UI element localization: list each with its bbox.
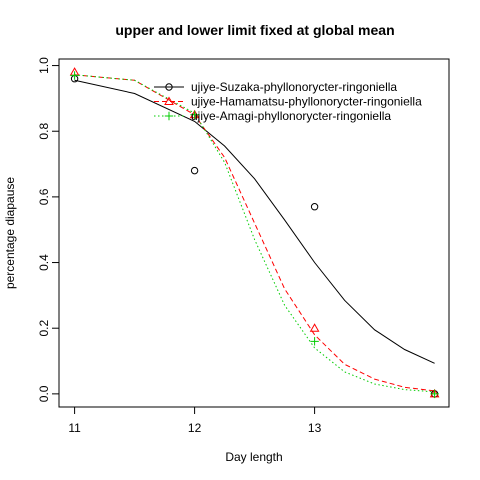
data-point bbox=[309, 323, 320, 332]
y-tick-label: 0.4 bbox=[37, 254, 51, 271]
fitted-curves bbox=[74, 74, 435, 393]
series-curve bbox=[74, 74, 435, 393]
data-point bbox=[190, 166, 199, 175]
legend-label: ujiye-Hamamatsu-phyllonorycter-ringoniel… bbox=[191, 95, 422, 109]
series-curve bbox=[74, 79, 435, 364]
y-tick-label: 0.6 bbox=[37, 188, 51, 205]
legend-label: ujiye-Amagi-phyllonorycter-ringoniella bbox=[191, 109, 391, 123]
x-tick-label: 13 bbox=[308, 421, 322, 435]
data-point bbox=[70, 71, 79, 80]
x-axis: 11 12 13 bbox=[68, 406, 322, 435]
series-curve bbox=[74, 74, 435, 392]
y-tick-label: 0.0 bbox=[37, 385, 51, 402]
y-tick-label: 1.0 bbox=[37, 57, 51, 74]
data-points bbox=[69, 67, 440, 399]
x-tick-label: 12 bbox=[188, 421, 202, 435]
y-axis-label: percentage diapause bbox=[3, 177, 17, 289]
data-point bbox=[430, 389, 439, 399]
y-tick-label: 0.8 bbox=[37, 123, 51, 140]
legend-marker bbox=[164, 111, 174, 121]
x-tick-label: 11 bbox=[68, 421, 81, 435]
y-axis: 0.0 0.2 0.4 0.6 0.8 1.0 bbox=[37, 57, 60, 402]
x-axis-label: Day length bbox=[225, 450, 282, 464]
chart-title: upper and lower limit fixed at global me… bbox=[115, 22, 394, 38]
data-point bbox=[310, 203, 319, 211]
legend-marker bbox=[165, 83, 173, 91]
y-tick-label: 0.2 bbox=[37, 320, 51, 337]
legend: ujiye-Suzaka-phyllonorycter-ringoniellau… bbox=[154, 80, 422, 123]
legend-label: ujiye-Suzaka-phyllonorycter-ringoniella bbox=[191, 80, 397, 94]
data-point bbox=[190, 110, 199, 120]
data-point bbox=[310, 337, 319, 346]
legend-marker bbox=[164, 96, 174, 105]
